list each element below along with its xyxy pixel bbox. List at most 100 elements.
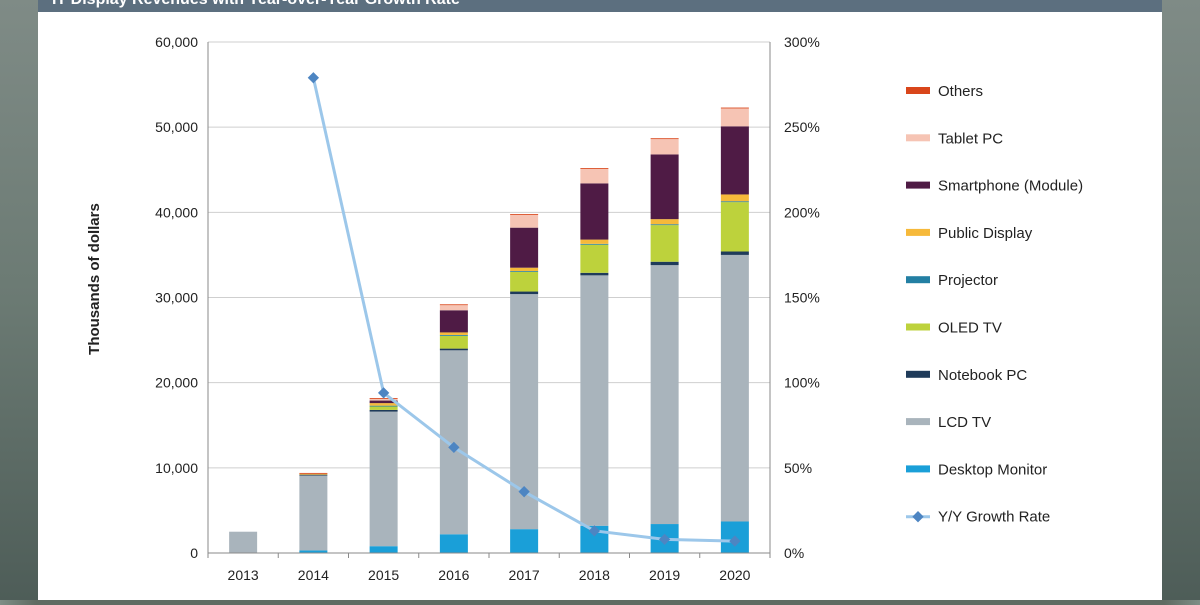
y2-tick-label: 50% bbox=[784, 460, 812, 476]
y2-tick-label: 100% bbox=[784, 375, 820, 391]
y-tick-label: 20,000 bbox=[155, 375, 198, 391]
legend-swatch bbox=[906, 418, 930, 426]
bar-segment bbox=[439, 334, 468, 336]
bar-segment bbox=[580, 168, 609, 169]
legend-label: LCD TV bbox=[938, 414, 991, 431]
bar-segment bbox=[720, 194, 749, 202]
x-tick-label: 2013 bbox=[228, 567, 259, 583]
legend-swatch bbox=[906, 87, 930, 94]
x-tick-label: 2019 bbox=[649, 567, 680, 583]
legend-label: Smartphone (Module) bbox=[938, 178, 1083, 195]
y2-tick-label: 250% bbox=[784, 119, 820, 135]
bar-segment bbox=[369, 405, 398, 407]
bar-segment bbox=[369, 406, 398, 410]
bar-segment bbox=[299, 550, 328, 553]
growth-rate-marker bbox=[377, 387, 390, 399]
bar-segment bbox=[650, 219, 679, 225]
bar-segment bbox=[369, 409, 398, 412]
legend-label: Y/Y Growth Rate bbox=[938, 509, 1050, 526]
growth-line bbox=[307, 72, 741, 547]
bar-segment bbox=[650, 224, 679, 226]
y-tick-label: 60,000 bbox=[155, 34, 198, 50]
bar-segment bbox=[299, 475, 328, 551]
legend: Others Tablet PC Smartphone (Module) Public… bbox=[906, 83, 1083, 526]
growth-rate-marker bbox=[448, 441, 460, 454]
stacked-bars bbox=[229, 107, 749, 553]
bar-segment bbox=[580, 244, 609, 273]
legend-swatch bbox=[906, 134, 930, 142]
legend-label: OLED TV bbox=[938, 320, 1002, 337]
chart-title: IT Display Revenues with Year-over-Year … bbox=[52, 0, 460, 9]
legend-swatch bbox=[906, 370, 930, 378]
bar-segment bbox=[369, 403, 398, 406]
header-band: IT Display Revenues with Year-over-Year … bbox=[38, 0, 1162, 12]
bar-segment bbox=[650, 154, 679, 220]
y-tick-label: 10,000 bbox=[155, 460, 198, 476]
x-tick-label: 2016 bbox=[438, 567, 469, 583]
bar-segment bbox=[720, 201, 749, 203]
bar-segment bbox=[650, 139, 679, 155]
x-tick-label: 2014 bbox=[298, 567, 329, 583]
y2-tick-label: 150% bbox=[784, 290, 820, 306]
legend-label: Projector bbox=[938, 272, 998, 289]
bar-segment bbox=[439, 534, 468, 553]
bar-segment bbox=[720, 108, 749, 127]
bar-segment bbox=[299, 473, 328, 475]
bar-segment bbox=[720, 254, 749, 522]
bar-segment bbox=[299, 472, 328, 474]
bar-segment bbox=[720, 202, 749, 252]
bar-segment bbox=[510, 214, 539, 215]
growth-rate-marker bbox=[588, 525, 601, 537]
legend-swatch bbox=[906, 228, 930, 236]
y2-tick-label: 200% bbox=[784, 204, 820, 220]
x-tick-label: 2017 bbox=[509, 567, 540, 583]
bar-segment bbox=[580, 275, 609, 526]
bar-segment bbox=[580, 243, 609, 245]
legend-label: Tablet PC bbox=[938, 130, 1003, 147]
legend-label: Public Display bbox=[938, 225, 1033, 242]
legend-line-marker bbox=[912, 511, 924, 523]
bar-segment bbox=[580, 183, 609, 240]
bar-segment bbox=[510, 214, 539, 228]
growth-rate-marker bbox=[729, 535, 741, 547]
y-tick-label: 50,000 bbox=[155, 119, 198, 135]
right-backdrop bbox=[1162, 0, 1200, 600]
bar-segment bbox=[650, 261, 679, 266]
bar-segment bbox=[439, 335, 468, 349]
legend-label: Notebook PC bbox=[938, 367, 1027, 384]
x-tick-label: 2015 bbox=[368, 567, 399, 583]
bar-segment bbox=[299, 474, 328, 476]
y2-tick-label: 0% bbox=[784, 545, 804, 561]
y2-tick-label: 300% bbox=[784, 34, 820, 50]
bar-segment bbox=[580, 168, 609, 184]
left-backdrop bbox=[0, 0, 38, 600]
bar-segment bbox=[510, 227, 539, 268]
gridlines bbox=[208, 41, 770, 469]
bar-segment bbox=[229, 531, 258, 553]
bar-segment bbox=[439, 348, 468, 351]
growth-rate-marker bbox=[518, 486, 530, 498]
x-tick-label: 2020 bbox=[719, 567, 750, 583]
axes: 0 10,000 20,000 30,000 40,000 50,000 60,000 0% 5… bbox=[155, 34, 820, 583]
bar-segment bbox=[439, 305, 468, 311]
bar-segment bbox=[580, 239, 609, 244]
bar-segment bbox=[369, 400, 398, 404]
bar-segment bbox=[510, 271, 539, 292]
bar-segment bbox=[650, 225, 679, 262]
legend-label: Desktop Monitor bbox=[938, 461, 1047, 478]
growth-rate-marker bbox=[658, 533, 671, 546]
bar-segment bbox=[439, 304, 468, 306]
legend-swatch bbox=[906, 323, 930, 331]
y-axis-label: Thousands of dollars bbox=[86, 203, 103, 355]
bar-segment bbox=[510, 267, 539, 272]
y-tick-label: 30,000 bbox=[155, 290, 198, 306]
bar-segment bbox=[580, 272, 609, 276]
legend-swatch bbox=[906, 276, 930, 284]
bar-segment bbox=[369, 411, 398, 547]
bar-segment bbox=[369, 398, 398, 401]
legend-swatch bbox=[906, 465, 930, 473]
bar-segment bbox=[720, 107, 749, 109]
chart-panel: 0 10,000 20,000 30,000 40,000 50,000 60,000 0% 5… bbox=[38, 12, 1162, 600]
bar-segment bbox=[510, 529, 539, 553]
legend-swatch bbox=[906, 181, 930, 189]
